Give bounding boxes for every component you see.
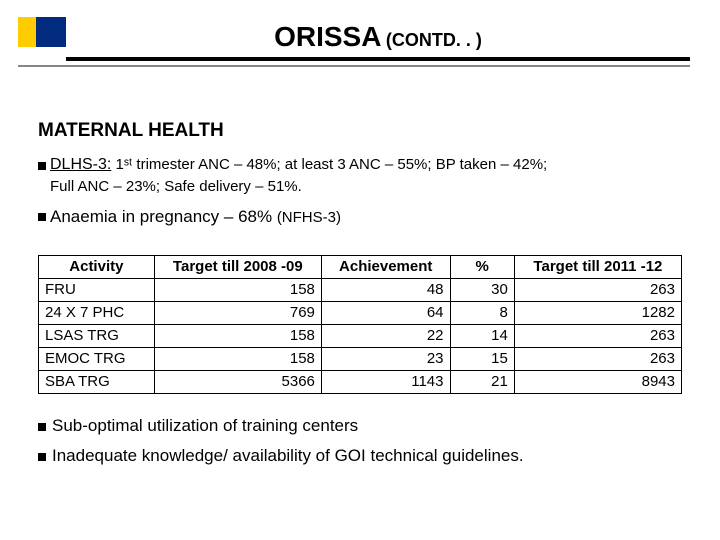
table-header-cell: % xyxy=(450,256,514,279)
table-cell: 14 xyxy=(450,325,514,348)
table-header-cell: Target till 2008 -09 xyxy=(154,256,321,279)
footnote-row: Sub-optimal utilization of training cent… xyxy=(38,416,682,436)
square-bullet-icon xyxy=(38,162,46,170)
anaemia-main: Anaemia in pregnancy – 68% xyxy=(50,207,277,226)
table-row: LSAS TRG1582214263 xyxy=(39,325,682,348)
anaemia-src: (NFHS-3) xyxy=(277,209,341,226)
table-cell: 24 X 7 PHC xyxy=(39,302,155,325)
accent-square-blue xyxy=(36,17,66,47)
table-cell: 1143 xyxy=(321,371,450,394)
table-row: 24 X 7 PHC7696481282 xyxy=(39,302,682,325)
bullet-anaemia: Anaemia in pregnancy – 68% (NFHS-3) xyxy=(38,207,682,245)
dlhs-text: DLHS-3: 1ˢᵗ trimester ANC – 48%; at leas… xyxy=(50,156,547,174)
title-underline xyxy=(18,65,690,67)
table-cell: 30 xyxy=(450,279,514,302)
table-row: FRU1584830263 xyxy=(39,279,682,302)
square-bullet-icon xyxy=(38,213,46,221)
table-row: EMOC TRG1582315263 xyxy=(39,348,682,371)
table-header-row: ActivityTarget till 2008 -09Achievement%… xyxy=(39,256,682,279)
table-cell: 158 xyxy=(154,279,321,302)
dlhs-line1: 1ˢᵗ trimester ANC – 48%; at least 3 ANC … xyxy=(111,156,547,173)
table-cell: 23 xyxy=(321,348,450,371)
table-cell: 15 xyxy=(450,348,514,371)
square-bullet-icon xyxy=(38,453,46,461)
footnotes: Sub-optimal utilization of training cent… xyxy=(38,416,682,466)
activity-table: ActivityTarget till 2008 -09Achievement%… xyxy=(38,255,682,394)
square-bullet-icon xyxy=(38,423,46,431)
table-cell: FRU xyxy=(39,279,155,302)
table-header-cell: Target till 2011 -12 xyxy=(514,256,681,279)
table-cell: 64 xyxy=(321,302,450,325)
table-cell: 8943 xyxy=(514,371,681,394)
bullet-dlhs: DLHS-3: 1ˢᵗ trimester ANC – 48%; at leas… xyxy=(38,156,682,174)
table-header-cell: Activity xyxy=(39,256,155,279)
table-cell: 22 xyxy=(321,325,450,348)
table-cell: 263 xyxy=(514,279,681,302)
table-cell: 48 xyxy=(321,279,450,302)
table-cell: LSAS TRG xyxy=(39,325,155,348)
table-cell: EMOC TRG xyxy=(39,348,155,371)
table-cell: 263 xyxy=(514,325,681,348)
table-cell: 263 xyxy=(514,348,681,371)
table-row: SBA TRG53661143218943 xyxy=(39,371,682,394)
table-cell: 21 xyxy=(450,371,514,394)
table-cell: 158 xyxy=(154,325,321,348)
table-cell: 769 xyxy=(154,302,321,325)
table-cell: 1282 xyxy=(514,302,681,325)
table-cell: 158 xyxy=(154,348,321,371)
dlhs-line2: Full ANC – 23%; Safe delivery – 51%. xyxy=(50,178,682,195)
table-cell: 5366 xyxy=(154,371,321,394)
title-main: ORISSA xyxy=(274,21,381,52)
anaemia-text: Anaemia in pregnancy – 68% (NFHS-3) xyxy=(50,207,341,227)
accent-square-yellow xyxy=(18,17,36,47)
footnote-text: Sub-optimal utilization of training cent… xyxy=(52,416,358,436)
section-header: MATERNAL HEALTH xyxy=(38,120,682,142)
footnote-row: Inadequate knowledge/ availability of GO… xyxy=(38,446,682,466)
content-area: MATERNAL HEALTH DLHS-3: 1ˢᵗ trimester AN… xyxy=(38,120,682,476)
table-cell: 8 xyxy=(450,302,514,325)
table-header-cell: Achievement xyxy=(321,256,450,279)
table-body: FRU158483026324 X 7 PHC7696481282LSAS TR… xyxy=(39,279,682,394)
slide-title: ORISSA (CONTD. . ) xyxy=(274,21,482,53)
footnote-text: Inadequate knowledge/ availability of GO… xyxy=(52,446,524,466)
dlhs-label: DLHS-3: xyxy=(50,156,111,173)
title-sub: (CONTD. . ) xyxy=(386,30,482,50)
table-cell: SBA TRG xyxy=(39,371,155,394)
title-bar: ORISSA (CONTD. . ) xyxy=(66,17,690,61)
